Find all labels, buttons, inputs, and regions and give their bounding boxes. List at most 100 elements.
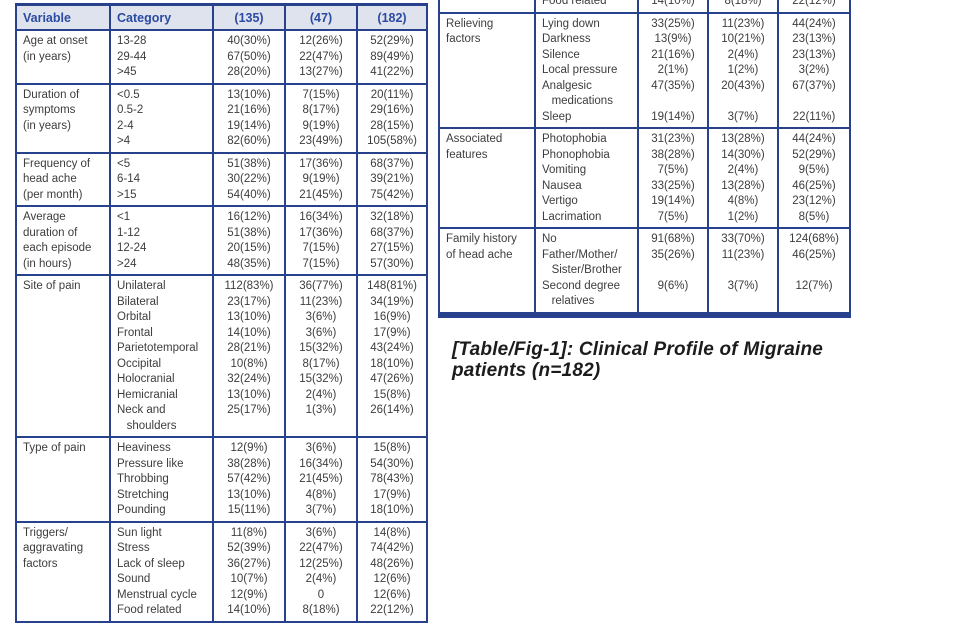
cell-line: Nausea bbox=[542, 179, 582, 192]
cell-line: 21(45%) bbox=[299, 473, 343, 485]
cell-line: Lying down bbox=[542, 17, 600, 30]
cell-line: Lack of sleep bbox=[117, 557, 185, 570]
cell-line: 12(26%) bbox=[299, 35, 343, 47]
cell-line: Parietotemporal bbox=[117, 342, 199, 354]
table-block-row: Relieving factors Lying down Darkness Silenc… bbox=[438, 11, 851, 129]
table-caption: [Table/Fig-1]: Clinical Profile of Migra… bbox=[452, 338, 824, 381]
cell-line: 41(22%) bbox=[370, 66, 414, 78]
cell-line: 15(8%) bbox=[373, 388, 411, 401]
cell-line: 14(10%) bbox=[651, 0, 695, 7]
cell-line: 13(28%) bbox=[721, 179, 765, 192]
value-cell: 33(25%) 13(9%) 21(16%) 2(1%) 47(35%) 19(14%) bbox=[637, 11, 709, 129]
category-cell: No Father/Mother/ Sister/Brother Second de… bbox=[534, 227, 639, 316]
cell-line: 57(42%) bbox=[227, 473, 271, 485]
cell-line: Family history bbox=[446, 233, 517, 245]
cell-line: 51(38%) bbox=[227, 226, 271, 239]
value-cell: 20(11%) 29(16%) 28(15%) 105(58%) bbox=[356, 82, 428, 154]
value-cell: 3(6%) 16(34%) 21(45%) 4(8%) 3(7%) bbox=[284, 436, 358, 523]
cell-line: 68(37%) bbox=[370, 157, 414, 170]
cell-line: Holocranial bbox=[117, 373, 175, 385]
cell-line: 20(43%) bbox=[721, 79, 765, 92]
cell-line: 10(8%) bbox=[230, 357, 268, 370]
cell-line: 3(7%) bbox=[727, 279, 759, 292]
cell-line: 1(2%) bbox=[727, 210, 759, 223]
cell-line: Orbital bbox=[117, 311, 151, 323]
left-column: Variable Category (135) (47) (182) Age at ons… bbox=[15, 3, 429, 623]
cell-line: 16(12%) bbox=[227, 211, 271, 223]
cell-line: 13(9%) bbox=[654, 33, 692, 45]
cell-line: 28(15%) bbox=[370, 119, 414, 132]
category-cell: <0.5 0.5-2 2-4 >4 bbox=[109, 82, 214, 154]
cell-line: Throbbing bbox=[117, 473, 169, 485]
cell-line: 19(14%) bbox=[651, 110, 695, 123]
cell-line: >15 bbox=[117, 188, 137, 201]
right-column: Food related 14(10%) 8(18%) 22(12%) Relievin… bbox=[438, 0, 857, 381]
cell-line: 22(12%) bbox=[370, 604, 414, 616]
value-cell: 13(28%) 14(30%) 2(4%) 13(28%) 4(8%) 1(2%) bbox=[707, 127, 779, 229]
cell-line: 38(28%) bbox=[651, 148, 695, 161]
value-cell: 14(10%) bbox=[637, 0, 709, 14]
cell-line: 28(21%) bbox=[227, 342, 271, 354]
cell-line: Sound bbox=[117, 573, 151, 585]
cell-line: No bbox=[542, 233, 557, 245]
cell-line: 14(8%) bbox=[373, 526, 411, 539]
cell-line: 8(17%) bbox=[302, 357, 340, 370]
cell-line: 105(58%) bbox=[367, 135, 417, 147]
cell-line: 11(23%) bbox=[721, 17, 765, 30]
cell-line: 30(22%) bbox=[227, 173, 271, 185]
variable-cell: Type of pain bbox=[15, 436, 111, 523]
cell-line: aggravating bbox=[23, 542, 84, 554]
cell-line: Stretching bbox=[117, 488, 169, 501]
cell-line: 2(4%) bbox=[305, 573, 337, 585]
value-cell: 44(24%) 52(29%) 9(5%) 46(25%) 23(12%) 8(5%) bbox=[777, 127, 851, 229]
cell-line: Frequency of bbox=[23, 157, 91, 170]
variable-cell: Associated features bbox=[438, 127, 536, 229]
cell-line: 4(8%) bbox=[305, 488, 337, 501]
cell-line: 2(1%) bbox=[657, 64, 689, 76]
cell-line: 40(30%) bbox=[227, 35, 271, 47]
cell-line: 3(6%) bbox=[305, 442, 337, 454]
cell-line: 6-14 bbox=[117, 173, 141, 185]
category-cell: Photophobia Phonophobia Vomiting Nausea Vert… bbox=[534, 127, 639, 229]
value-cell: 68(37%) 39(21%) 75(42%) bbox=[356, 151, 428, 207]
cell-line: 2(4%) bbox=[305, 388, 337, 401]
cell-line: Hemicranial bbox=[117, 388, 178, 401]
cell-line: 1(2%) bbox=[727, 64, 759, 76]
cell-line: (in hours) bbox=[23, 257, 72, 270]
cell-line: 9(19%) bbox=[302, 119, 340, 132]
value-cell: 33(70%) 11(23%) 3(7%) bbox=[707, 227, 779, 316]
cell-line: 32(18%) bbox=[370, 211, 414, 223]
cell-line: 13-28 bbox=[117, 35, 147, 47]
cell-line: 22(47%) bbox=[299, 50, 343, 63]
category-cell: Food related bbox=[534, 0, 639, 14]
cell-line: 8(17%) bbox=[302, 104, 340, 116]
cell-line: Analgesic bbox=[542, 79, 592, 92]
cell-line: >45 bbox=[117, 66, 137, 78]
cell-line: 12(6%) bbox=[373, 573, 411, 585]
cell-line: 4(8%) bbox=[727, 195, 759, 207]
cell-line: 57(30%) bbox=[370, 257, 414, 270]
cell-line: 15(11%) bbox=[227, 504, 271, 516]
cell-line: 9(6%) bbox=[657, 279, 689, 292]
cell-line: 12(25%) bbox=[299, 557, 343, 570]
cell-line: <0.5 bbox=[117, 88, 140, 101]
cell-line bbox=[288, 419, 354, 435]
category-cell: 13-28 29-44 >45 bbox=[109, 29, 214, 85]
left-table-body: Variable Category (135) (47) (182) Age at ons… bbox=[15, 3, 428, 623]
cell-line: Duration of bbox=[23, 88, 80, 101]
variable-cell: Triggers/aggravating factors bbox=[15, 520, 111, 623]
cell-line: >4 bbox=[117, 135, 131, 147]
value-cell: 148(81%) 34(19%) 16(9%) 17(9%) 43(24%) 18(10%… bbox=[356, 274, 428, 438]
table-block-row: Site of pain Unilateral Bilateral Orbital Fr… bbox=[15, 274, 428, 438]
cell-line: Site of pain bbox=[23, 280, 81, 292]
cell-line: 3(6%) bbox=[305, 311, 337, 323]
cell-line: 23(12%) bbox=[792, 195, 836, 207]
cell-line: Sleep bbox=[542, 110, 572, 123]
value-cell: 91(68%) 35(26%) 9(6%) bbox=[637, 227, 709, 316]
cell-line: 32(24%) bbox=[227, 373, 271, 385]
cell-line: 17(9%) bbox=[373, 326, 411, 339]
cell-line: 11(8%) bbox=[230, 526, 268, 539]
table-block-row: Duration of symptoms (in years) <0.5 0.5-2 2-… bbox=[15, 82, 428, 154]
cell-line: 54(40%) bbox=[227, 188, 271, 201]
